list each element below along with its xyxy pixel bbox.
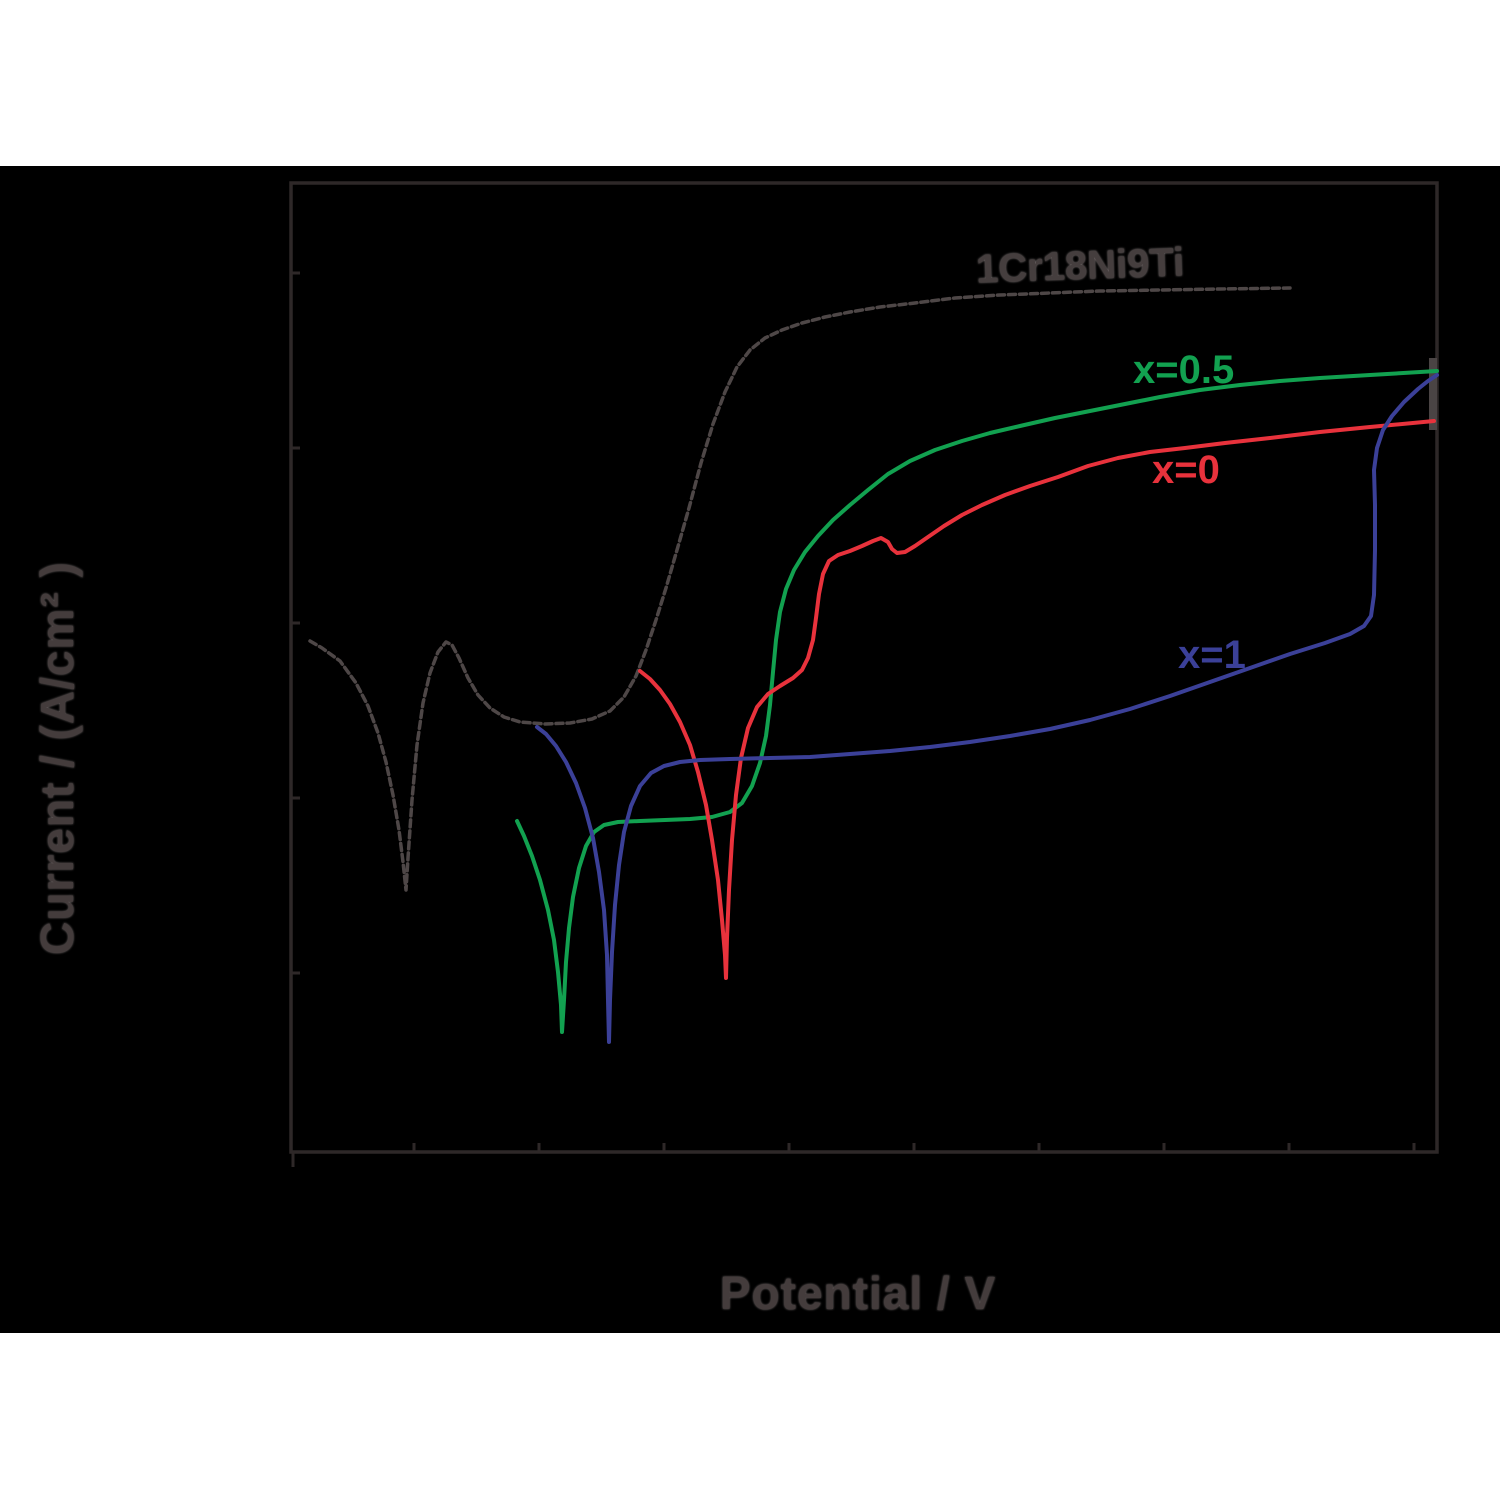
curve-label-x0: x=0 (1152, 448, 1220, 492)
curve-x-0-5 (515, 369, 1439, 1034)
curve-label-x0p5: x=0.5 (1133, 348, 1235, 392)
curve-label-x1: x=1 (1178, 633, 1246, 677)
figure-black-background (0, 166, 1500, 1333)
curve-x-0 (638, 419, 1436, 980)
y-axis-label: Current / (A/cm² ) (31, 561, 83, 955)
curve-x-1 (535, 373, 1439, 1044)
plot-frame (289, 181, 1439, 1154)
curve-1cr18ni9ti (308, 286, 1292, 892)
curve-label-steel: 1Cr18Ni9Ti (975, 240, 1185, 292)
x-axis-label: Potential / V (719, 1267, 997, 1319)
